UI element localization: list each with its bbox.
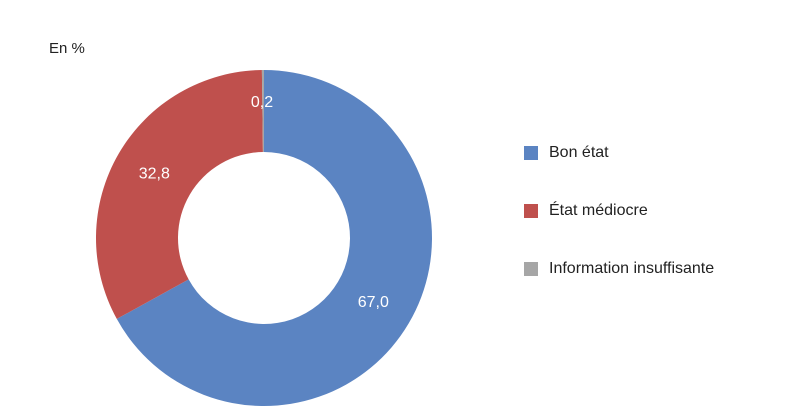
legend-item-etat-mediocre: État médiocre [524,199,714,223]
legend-label-information-insuffisante: Information insuffisante [549,260,714,278]
legend: Bon état État médiocre Information insuf… [524,141,714,315]
slice-label-bon-etat: 67,0 [358,294,389,311]
legend-swatch-etat-mediocre [524,204,538,218]
legend-label-bon-etat: Bon état [549,144,609,162]
legend-item-information-insuffisante: Information insuffisante [524,257,714,281]
legend-swatch-bon-etat [524,146,538,160]
legend-swatch-information-insuffisante [524,262,538,276]
slice-label-information-insuffisante: 0,2 [251,94,273,111]
legend-label-etat-mediocre: État médiocre [549,202,648,220]
slice-etat-mediocre [96,70,263,319]
slice-label-etat-mediocre: 32,8 [139,165,170,182]
legend-item-bon-etat: Bon état [524,141,714,165]
